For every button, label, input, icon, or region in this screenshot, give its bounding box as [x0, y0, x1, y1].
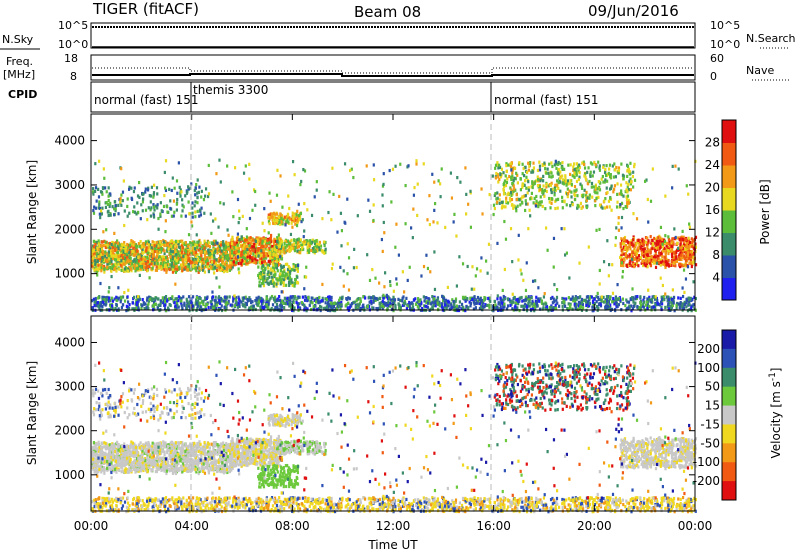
velocity-colorbar-tick-4: 15: [705, 399, 720, 413]
freq-panel: Freq. [MHz] 18 8 60 0 Nave: [3, 52, 790, 83]
velocity-data-cells: [91, 360, 698, 514]
nsearch-tick-bottom: 10^0: [710, 38, 740, 51]
power-colorbar-bin-2: [722, 255, 736, 278]
velocity-colorbar-tick-3: 50: [705, 380, 720, 394]
velocity-y-tick-4: 4000: [54, 335, 85, 349]
nsky-tick-bottom: 10^0: [58, 38, 88, 51]
power-y-axis-label: Slant Range [km]: [25, 160, 39, 264]
nave-tick-bottom: 0: [710, 70, 717, 83]
cpid-segment-1: normal (fast) 151: [94, 93, 198, 107]
x-axis-label: Time UT: [367, 538, 418, 552]
velocity-colorbar-tick-5: -15: [700, 417, 720, 431]
velocity-colorbar-bin-6: [722, 424, 736, 444]
velocity-colorbar-bin-1: [722, 330, 736, 350]
power-colorbar-bin-7: [722, 142, 736, 166]
x-tick-5: 16:00: [476, 519, 511, 533]
power-y-tick-1: 1000: [54, 267, 85, 281]
cpid-label: CPID: [8, 88, 37, 101]
velocity-y-tick-2: 2000: [54, 424, 85, 438]
nsearch-label: N.Search: [746, 32, 796, 45]
date-label: 09/Jun/2016: [588, 2, 679, 20]
power-colorbar-tick-2: 8: [712, 248, 720, 262]
power-colorbar-tick-6: 24: [705, 158, 720, 172]
beam-label: Beam 08: [354, 3, 421, 21]
nsky-panel: N.Sky 10^5 10^0 10^5 10^0 N.Search: [0, 19, 796, 51]
nsky-label: N.Sky: [2, 33, 34, 46]
velocity-colorbar-bin-9: [722, 481, 736, 501]
freq-tick-top: 18: [64, 52, 78, 65]
nave-label: Nave: [746, 64, 774, 77]
x-tick-4: 12:00: [376, 519, 411, 533]
velocity-colorbar: 200 100 50 15 -15 -50 -100 -200: [693, 329, 737, 501]
power-colorbar-bin-5: [722, 187, 736, 211]
velocity-colorbar-label: Velocity [m s-1]: [768, 368, 783, 459]
time-x-axis: 00:00 04:00 08:00 12:00 16:00 20:00 00:00: [74, 114, 713, 533]
velocity-y-axis-label: Slant Range [km]: [25, 361, 39, 465]
cpid-panel: CPID normal (fast) 151 themis 3300 norma…: [8, 81, 696, 113]
velocity-y-tick-3: 3000: [54, 380, 85, 394]
nsky-tick-top: 10^5: [58, 19, 88, 32]
nave-tick-top: 60: [710, 52, 724, 65]
power-y-axis: 1000 2000 3000 4000: [54, 134, 695, 281]
cpid-segment-3: normal (fast) 151: [494, 93, 598, 107]
velocity-colorbar-tick-8: -200: [693, 474, 720, 488]
velocity-colorbar-bin-8: [722, 462, 736, 482]
x-tick-2: 04:00: [174, 519, 209, 533]
velocity-colorbar-tick-7: -100: [693, 455, 720, 469]
freq-label: Freq.: [6, 55, 33, 68]
velocity-colorbar-bin-2: [722, 348, 736, 369]
mode-change-lines: [190, 114, 492, 511]
power-colorbar-tick-5: 20: [705, 181, 720, 195]
power-panel: 1000 2000 3000 4000 Slant Range [km] 4 8 12 16…: [25, 113, 772, 313]
power-colorbar-tick-4: 16: [705, 203, 720, 217]
cpid-segment-2: themis 3300: [193, 83, 268, 97]
x-tick-6: 20:00: [577, 519, 612, 533]
radar-title: TIGER (fitACF): [92, 0, 199, 18]
freq-tick-bottom: 8: [70, 70, 77, 83]
power-y-tick-3: 3000: [54, 178, 85, 192]
power-y-tick-2: 2000: [54, 222, 85, 236]
x-tick-1: 00:00: [74, 519, 109, 533]
velocity-colorbar-bin-5: [722, 405, 736, 425]
power-colorbar-label: Power [dB]: [758, 179, 772, 244]
power-colorbar-tick-1: 4: [712, 271, 720, 285]
power-colorbar-bin-3: [722, 232, 736, 256]
velocity-colorbar-bin-7: [722, 443, 736, 463]
velocity-colorbar-bin-3: [722, 367, 736, 388]
nsearch-tick-top: 10^5: [710, 19, 740, 32]
freq-unit: [MHz]: [3, 68, 35, 81]
power-data-cells: [91, 158, 698, 313]
velocity-colorbar-tick-6: -50: [700, 436, 720, 450]
power-colorbar-bin-1: [722, 277, 736, 301]
power-colorbar-bin-4: [722, 210, 736, 233]
power-colorbar-tick-7: 28: [705, 136, 720, 150]
power-colorbar-tick-3: 12: [705, 226, 720, 240]
velocity-colorbar-bin-4: [722, 386, 736, 407]
power-colorbar-bin-6: [722, 165, 736, 188]
velocity-y-axis: 1000 2000 3000 4000: [54, 335, 695, 482]
x-tick-3: 08:00: [275, 519, 310, 533]
velocity-y-tick-1: 1000: [54, 468, 85, 482]
x-tick-7: 00:00: [678, 519, 713, 533]
power-y-tick-4: 4000: [54, 134, 85, 148]
velocity-colorbar-tick-2: 100: [697, 361, 720, 375]
power-colorbar: 4 8 12 16 20 24 28: [705, 119, 737, 301]
velocity-colorbar-tick-1: 200: [697, 342, 720, 356]
power-colorbar-bin-8: [722, 120, 736, 143]
